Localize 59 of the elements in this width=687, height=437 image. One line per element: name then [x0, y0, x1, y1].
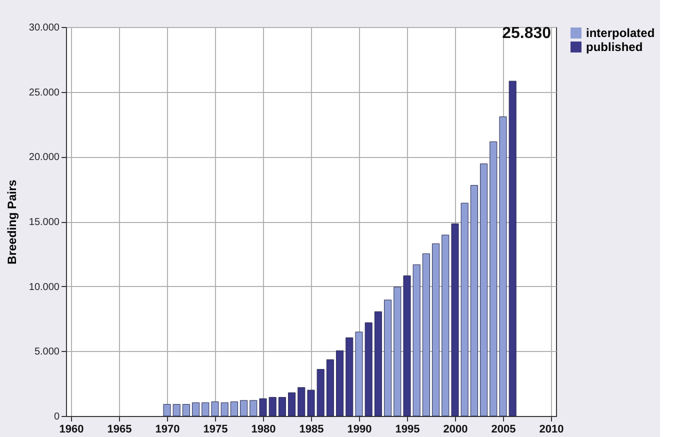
bar: [288, 392, 296, 416]
annotation: 25.830: [502, 25, 552, 42]
bar: [422, 253, 430, 416]
y-tick-label: 30.000: [28, 22, 60, 34]
bar: [490, 142, 498, 416]
bar: [442, 234, 450, 416]
bar: [278, 397, 286, 416]
bar: [316, 369, 324, 416]
bar: [451, 223, 459, 416]
bar: [230, 401, 238, 416]
bar: [192, 402, 200, 416]
bar: [220, 402, 228, 416]
y-tick-label: 0: [54, 412, 60, 422]
x-tick-label: 1975: [203, 424, 228, 436]
bar: [355, 332, 363, 416]
bar: [307, 390, 315, 416]
bar: [346, 337, 354, 416]
bar: [374, 311, 382, 416]
bar: [460, 202, 468, 416]
bar: [202, 402, 210, 416]
y-tick-label: 10.000: [28, 282, 60, 293]
bar: [480, 164, 488, 416]
y-tick-label: 5.000: [34, 346, 60, 358]
x-tick-label: 1980: [251, 424, 276, 436]
x-tick-label: 2010: [539, 424, 564, 436]
x-tick-label: 1960: [59, 424, 84, 436]
bar: [432, 243, 440, 416]
x-tick-label: 1965: [107, 424, 132, 436]
y-tick-label: 15.000: [28, 217, 60, 228]
bar: [211, 401, 219, 416]
y-tick-label: 20.000: [28, 152, 60, 164]
bar: [326, 359, 334, 416]
bar: [259, 398, 267, 416]
bar: [250, 400, 258, 416]
legend-label: interpolated: [586, 26, 655, 40]
x-tick-label: 2005: [491, 424, 516, 436]
bar: [364, 322, 372, 416]
bar: [182, 404, 190, 416]
bar: [508, 80, 516, 416]
bar: [499, 116, 507, 416]
bar: [172, 404, 180, 416]
x-tick-label: 1995: [395, 424, 420, 436]
y-tick-label: 25.000: [28, 87, 60, 98]
bar: [268, 397, 276, 416]
x-tick-label: 1985: [299, 424, 324, 436]
y-axis-title: Breeding Pairs: [4, 179, 19, 264]
bar: [298, 387, 306, 416]
bar: [403, 275, 411, 416]
bar: [412, 264, 420, 416]
x-tick-label: 1990: [347, 424, 372, 436]
bar: [336, 350, 344, 416]
x-tick-label: 1970: [155, 424, 180, 436]
x-tick-label: 2000: [443, 424, 468, 436]
bar: [384, 300, 392, 416]
bar: [163, 404, 171, 416]
bar: [240, 400, 248, 416]
bar: [394, 286, 402, 416]
legend-label: published: [586, 40, 643, 54]
bar: [470, 185, 478, 416]
